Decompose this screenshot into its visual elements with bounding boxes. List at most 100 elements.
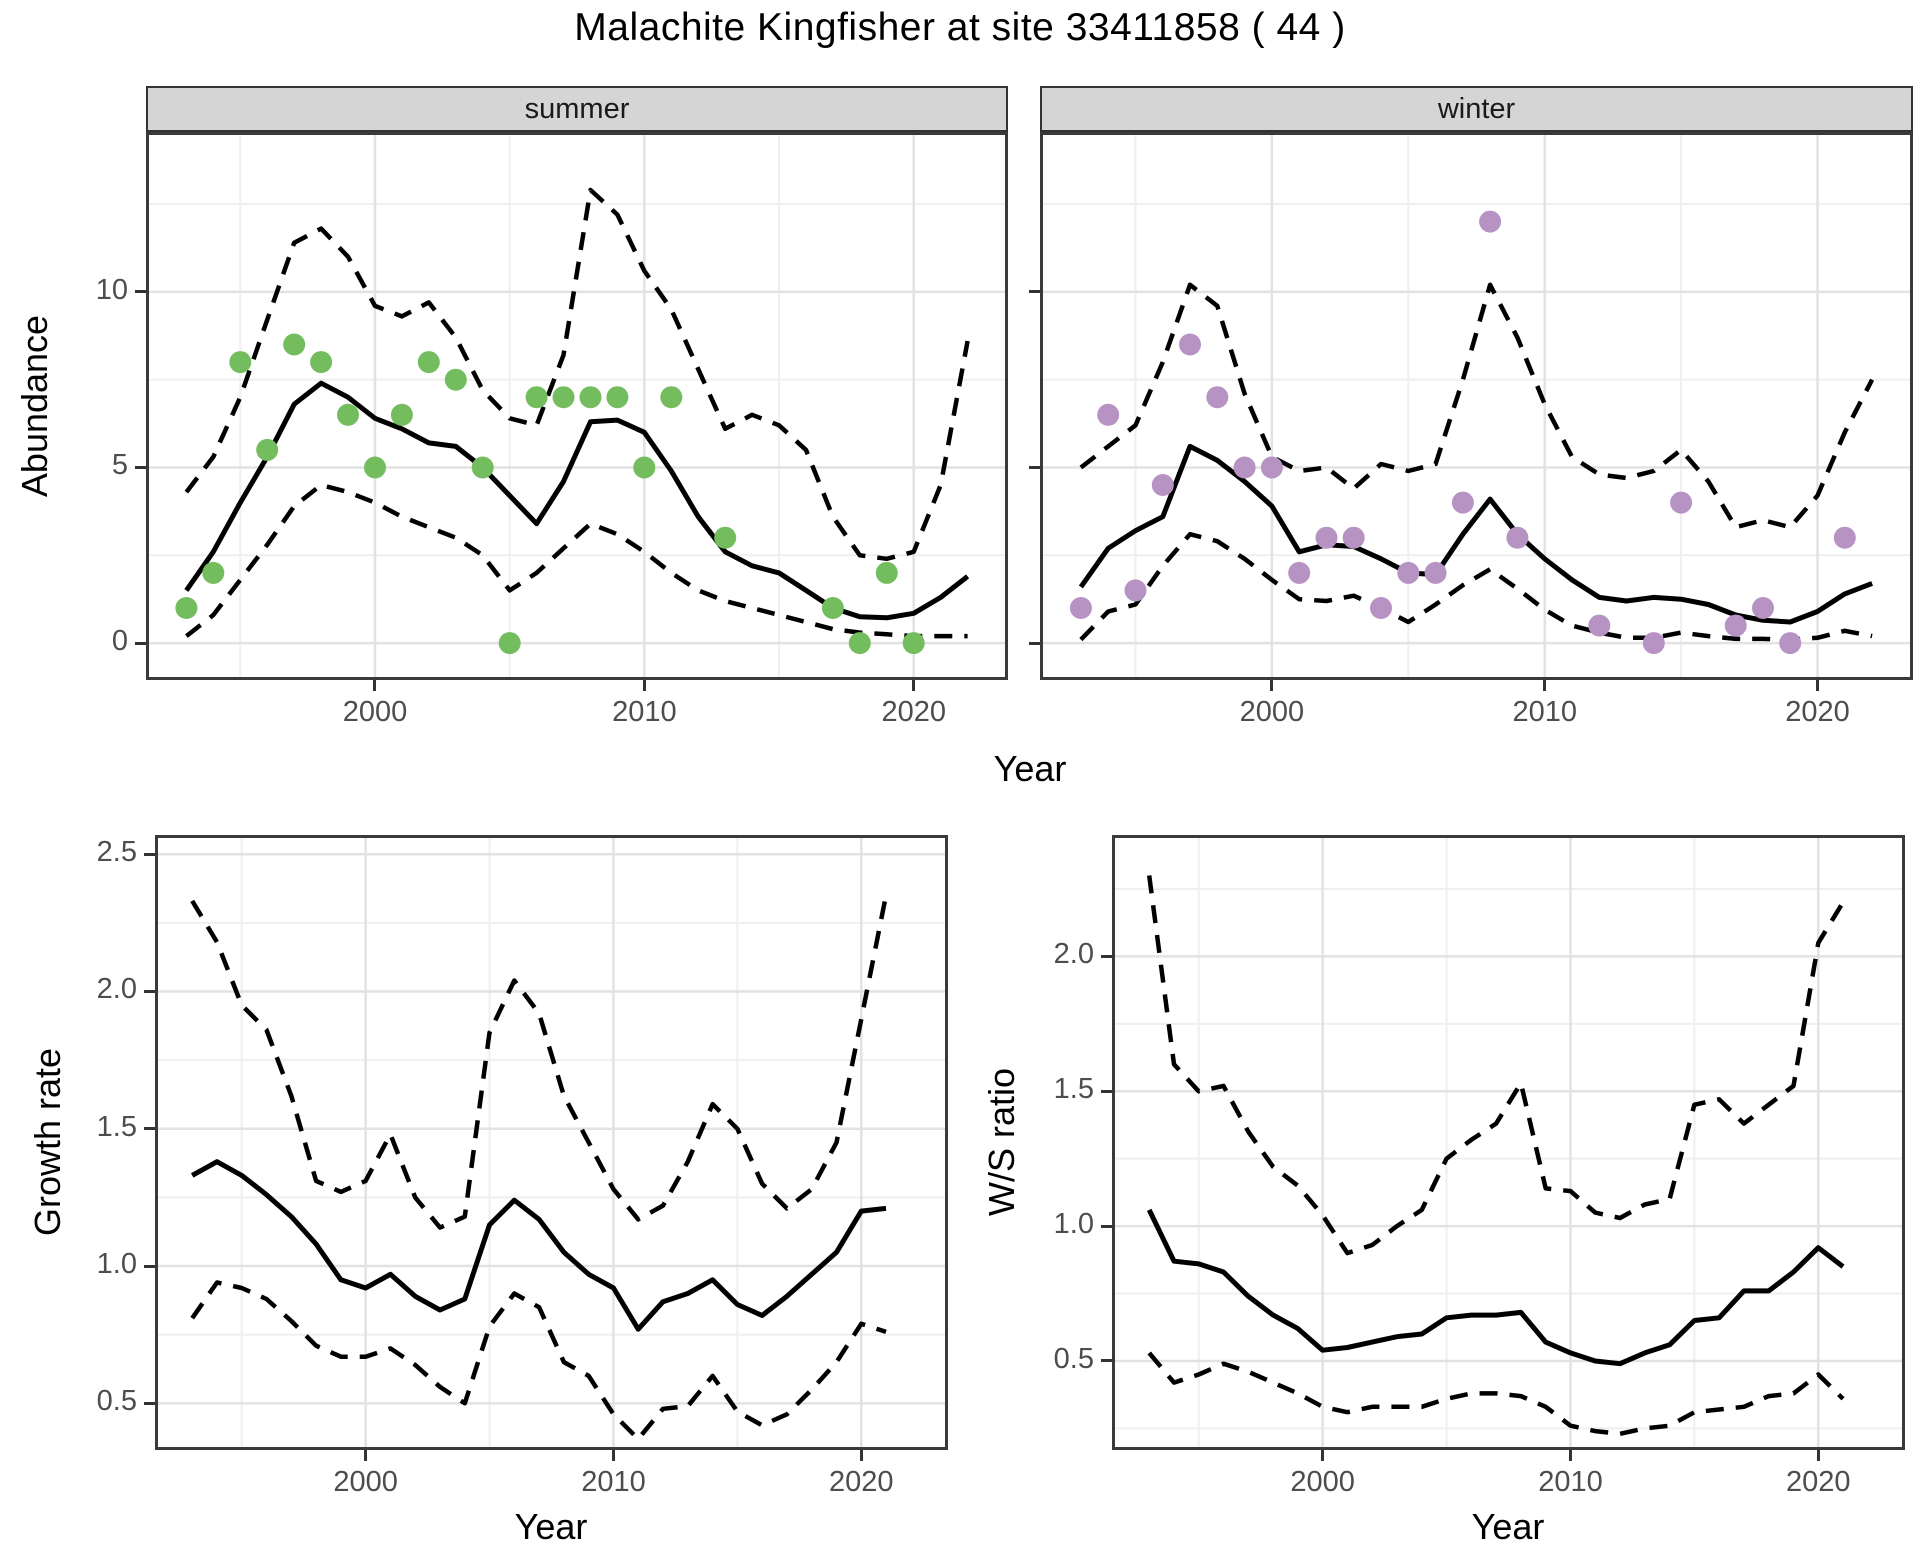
y-tick-mark [144, 1264, 155, 1268]
y-tick-mark [135, 641, 146, 645]
observation-point [1097, 403, 1120, 426]
observation-point [444, 368, 467, 391]
observation-point [471, 456, 494, 479]
y-tick-label: 1.5 [1053, 1073, 1094, 1106]
observation-point [1151, 474, 1174, 496]
series-upper_ci [1079, 282, 1875, 530]
observation-point [390, 403, 413, 426]
x-tick-mark [912, 680, 916, 691]
x-tick-mark [1543, 680, 1547, 691]
y-tick-mark [1029, 465, 1040, 469]
y-tick-mark [1101, 1089, 1112, 1093]
observation-point [1233, 456, 1256, 479]
y-tick-mark [135, 465, 146, 469]
chart-canvas [1040, 132, 1913, 680]
observation-point [1124, 579, 1147, 602]
y-tick-mark [1029, 641, 1040, 645]
observation-point [1342, 526, 1365, 549]
observation-point [660, 386, 683, 409]
observation-point [1206, 386, 1229, 409]
observation-point [1642, 632, 1665, 655]
y-axis-title-ws-ratio: W/S ratio [981, 1067, 1022, 1217]
x-tick-mark [364, 1450, 368, 1461]
y-axis-title-growth-rate: Growth rate [27, 1047, 68, 1237]
y-tick-mark [144, 989, 155, 993]
x-tick-mark [642, 680, 646, 691]
x-axis-title-year-growth: Year [514, 1506, 588, 1547]
x-tick-label: 2020 [881, 696, 946, 728]
y-axis-title-abundance: Abundance [14, 314, 55, 498]
x-tick-label: 2000 [1290, 1466, 1355, 1498]
x-tick-mark [1568, 1450, 1572, 1461]
x-tick-label: 2010 [581, 1466, 646, 1498]
observation-point [902, 632, 925, 655]
x-tick-label: 2000 [342, 696, 408, 728]
observation-point [498, 632, 521, 655]
chart-canvas [155, 835, 948, 1450]
observation-point [1179, 333, 1201, 356]
y-tick-mark [1101, 954, 1112, 958]
observation-point [1506, 526, 1529, 549]
y-tick-mark [144, 1401, 155, 1405]
observation-point [229, 351, 252, 374]
observation-point [1315, 526, 1338, 549]
series-upper_ci [184, 187, 970, 562]
series-lower_ci [1079, 531, 1873, 642]
y-tick-label: 2.0 [1053, 938, 1094, 971]
x-tick-label: 2010 [1538, 1466, 1603, 1498]
observation-point [283, 333, 306, 356]
y-tick-label: 1.0 [1053, 1207, 1094, 1240]
plot-panel-growth-rate [155, 835, 948, 1450]
observation-point [1260, 456, 1283, 479]
x-tick-label: 2010 [612, 696, 677, 728]
chart-canvas [146, 132, 1008, 680]
y-tick-label: 1.5 [96, 1110, 137, 1143]
observation-point [525, 386, 548, 409]
observation-point [1451, 491, 1474, 514]
observation-point [1588, 614, 1611, 637]
y-tick-mark [135, 290, 146, 294]
x-tick-label: 2010 [1512, 696, 1577, 728]
observation-point [714, 526, 737, 549]
y-tick-label: 1.0 [96, 1247, 137, 1280]
x-axis-title-year-ws: Year [1471, 1506, 1545, 1547]
observation-point [337, 403, 359, 426]
observation-point [848, 632, 871, 655]
plot-panel-abundance-summer [146, 132, 1008, 680]
plot-panel-abundance-winter [1040, 132, 1913, 680]
observation-point [1288, 561, 1311, 584]
observation-point [1069, 597, 1092, 619]
observation-point [417, 351, 440, 374]
x-tick-mark [1321, 1450, 1325, 1461]
x-axis-title-year-top: Year [993, 748, 1067, 789]
y-tick-label: 0 [111, 624, 128, 657]
y-tick-mark [1101, 1224, 1112, 1228]
observation-point [202, 561, 225, 584]
y-tick-mark [1029, 290, 1040, 294]
observation-point [256, 438, 279, 461]
observation-point [875, 561, 898, 584]
y-tick-label: 2.0 [96, 973, 137, 1006]
x-tick-mark [859, 1450, 863, 1461]
x-tick-mark [1816, 1450, 1820, 1461]
series-lower_ci [185, 482, 968, 639]
series-mean [190, 1159, 887, 1332]
observation-point [1752, 597, 1774, 619]
series-upper_ci [190, 894, 889, 1230]
observation-point [1670, 491, 1693, 514]
x-tick-label: 2020 [1786, 1466, 1851, 1498]
y-tick-label: 10 [95, 273, 128, 306]
chart-title: Malachite Kingfisher at site 33411858 ( … [574, 6, 1346, 49]
observation-point [1424, 561, 1447, 584]
y-tick-label: 0.5 [96, 1385, 137, 1418]
facet-strip-winter-label: winter [1437, 92, 1516, 125]
observation-point [552, 386, 575, 409]
series-lower_ci [190, 1280, 887, 1442]
x-tick-mark [1816, 680, 1820, 691]
observation-point [310, 351, 333, 374]
series-mean [1146, 1208, 1845, 1367]
facet-strip-summer-label: summer [524, 92, 630, 125]
observation-point [1779, 632, 1802, 655]
observation-point [1724, 614, 1747, 637]
